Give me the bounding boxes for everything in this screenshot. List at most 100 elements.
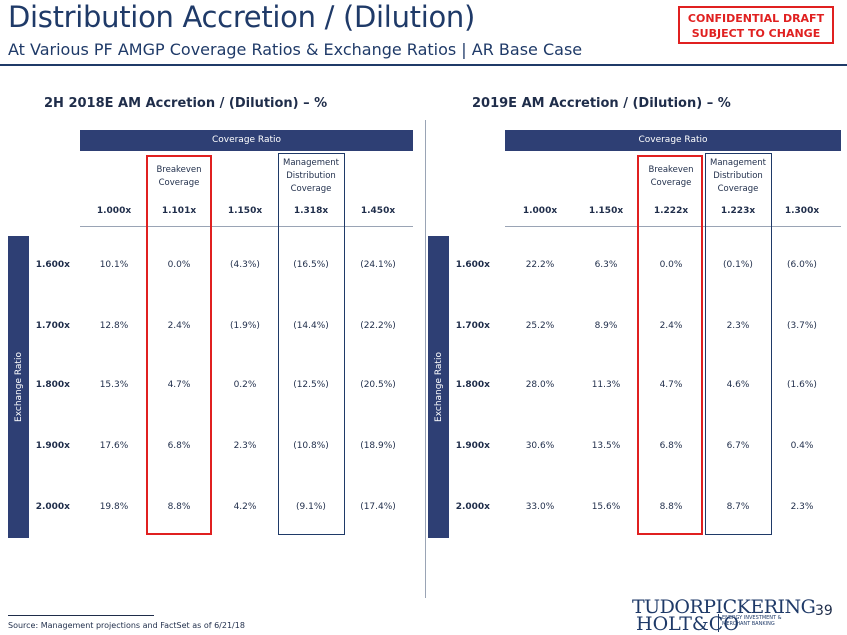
left-cell-r1-c3: (14.4%) [293,321,329,331]
right-col-header-2-line-0: Breakeven [648,165,694,175]
left-coverage-header: Coverage Ratio [80,130,413,151]
right-cell-r3-c0: 30.6% [525,441,555,451]
right-cell-r1-c1: 8.9% [594,321,618,331]
left-row-label-4: 2.000x [35,502,70,512]
right-exchange-ratio-label: Exchange Ratio [433,352,444,422]
right-cell-r3-c3: 6.7% [726,441,750,451]
left-cell-r0-c1: 0.0% [167,260,191,270]
right-cell-r0-c0: 22.2% [525,260,555,270]
left-col-header-3-line-1: Distribution [286,171,336,181]
title-rule [0,64,847,66]
left-col-header-1-line-1: Coverage [158,178,200,188]
right-col-value-3: 1.223x [720,206,756,216]
right-col-value-0: 1.000x [522,206,558,216]
right-cell-r3-c4: 0.4% [790,441,814,451]
left-col-value-1: 1.101x [161,206,197,216]
footnote-rule [8,615,154,616]
right-row-label-1: 1.700x [455,321,490,331]
logo-subtitle: ENERGY INVESTMENT & MERCHANT BANKING [722,615,782,627]
left-cell-r1-c1: 2.4% [167,321,191,331]
logo-line-2: HOLT&CO [636,613,739,635]
right-col-value-1: 1.150x [588,206,624,216]
left-col-value-0: 1.000x [96,206,132,216]
left-col-value-3: 1.318x [293,206,329,216]
right-cell-r1-c2: 2.4% [659,321,683,331]
right-cell-r3-c1: 13.5% [591,441,621,451]
left-cell-r1-c4: (22.2%) [360,321,396,331]
page-subtitle: At Various PF AMGP Coverage Ratios & Exc… [8,40,583,59]
left-cell-r3-c3: (10.8%) [293,441,329,451]
left-cell-r4-c0: 19.8% [99,502,129,512]
right-cell-r3-c2: 6.8% [659,441,683,451]
left-cell-r1-c0: 12.8% [99,321,129,331]
left-header-rule [80,226,413,227]
right-breakeven-highlight [637,155,703,535]
left-cell-r1-c2: (1.9%) [230,321,260,331]
left-cell-r3-c1: 6.8% [167,441,191,451]
right-management-highlight [705,153,772,535]
right-cell-r1-c3: 2.3% [726,321,750,331]
section-divider [425,120,426,598]
confidential-line-1: CONFIDENTIAL DRAFT [687,12,825,25]
left-exchange-ratio-label: Exchange Ratio [13,352,24,422]
logo-divider [718,614,719,632]
right-cell-r1-c4: (3.7%) [787,321,817,331]
right-col-value-4: 1.300x [784,206,820,216]
right-col-header-3-line-1: Distribution [713,171,763,181]
right-col-value-2: 1.222x [653,206,689,216]
right-coverage-header: Coverage Ratio [505,130,841,151]
right-row-label-0: 1.600x [455,260,490,270]
left-col-header-1-line-0: Breakeven [156,165,202,175]
right-col-header-2-line-1: Coverage [650,178,692,188]
confidential-badge: CONFIDENTIAL DRAFT SUBJECT TO CHANGE [678,6,834,44]
left-cell-r4-c3: (9.1%) [296,502,326,512]
right-cell-r0-c2: 0.0% [659,260,683,270]
left-cell-r0-c2: (4.3%) [230,260,260,270]
right-row-label-3: 1.900x [455,441,490,451]
left-col-value-4: 1.450x [360,206,396,216]
left-col-header-1: Breakeven Coverage [144,164,214,190]
right-section-title: 2019E AM Accretion / (Dilution) – % [472,96,731,111]
left-row-label-3: 1.900x [35,441,70,451]
left-col-header-3-line-2: Coverage [290,184,332,194]
right-cell-r4-c1: 15.6% [591,502,621,512]
right-cell-r4-c2: 8.8% [659,502,683,512]
right-cell-r1-c0: 25.2% [525,321,555,331]
left-cell-r2-c4: (20.5%) [360,380,396,390]
right-cell-r0-c4: (6.0%) [787,260,817,270]
left-cell-r4-c1: 8.8% [167,502,191,512]
left-cell-r2-c2: 0.2% [233,380,257,390]
left-cell-r3-c0: 17.6% [99,441,129,451]
logo-subtitle-line-2: MERCHANT BANKING [722,621,775,627]
right-cell-r2-c0: 28.0% [525,380,555,390]
left-cell-r4-c4: (17.4%) [360,502,396,512]
right-header-rule [505,226,841,227]
left-col-value-2: 1.150x [227,206,263,216]
left-cell-r2-c0: 15.3% [99,380,129,390]
page-title: Distribution Accretion / (Dilution) [8,0,476,34]
left-col-header-3-line-0: Management [283,158,339,168]
left-cell-r2-c1: 4.7% [167,380,191,390]
page-number: 39 [815,603,833,619]
right-cell-r0-c3: (0.1%) [723,260,753,270]
left-row-label-2: 1.800x [35,380,70,390]
left-exchange-ratio-bar: Exchange Ratio [8,236,29,538]
left-cell-r4-c2: 4.2% [233,502,257,512]
confidential-line-2: SUBJECT TO CHANGE [691,27,821,40]
left-cell-r0-c4: (24.1%) [360,260,396,270]
left-cell-r0-c0: 10.1% [99,260,129,270]
left-cell-r3-c4: (18.9%) [360,441,396,451]
left-row-label-0: 1.600x [35,260,70,270]
right-cell-r2-c3: 4.6% [726,380,750,390]
right-cell-r2-c4: (1.6%) [787,380,817,390]
right-cell-r4-c0: 33.0% [525,502,555,512]
right-cell-r4-c4: 2.3% [790,502,814,512]
right-cell-r2-c2: 4.7% [659,380,683,390]
source-note: Source: Management projections and FactS… [8,621,245,630]
logo-line-1: TUDORPICKERING [632,596,816,618]
right-col-header-2: Breakeven Coverage [636,164,706,190]
right-col-header-3-line-2: Coverage [717,184,759,194]
left-col-header-3: Management Distribution Coverage [276,157,346,196]
right-cell-r0-c1: 6.3% [594,260,618,270]
right-cell-r2-c1: 11.3% [591,380,621,390]
